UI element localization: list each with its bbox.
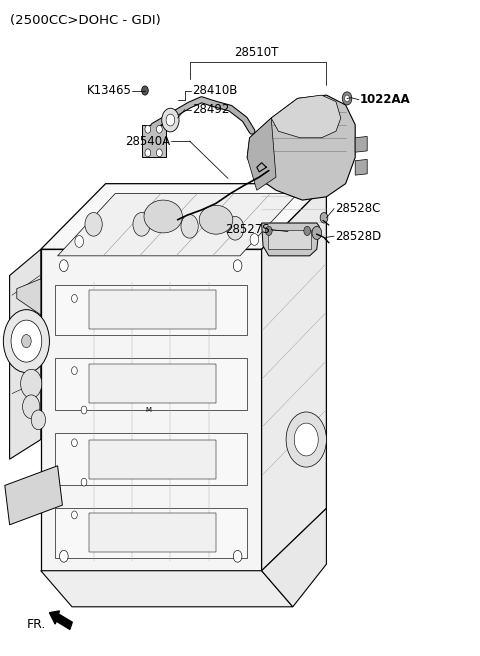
Circle shape	[60, 260, 68, 272]
Text: K13465: K13465	[87, 84, 132, 97]
Circle shape	[145, 125, 151, 133]
Text: (2500CC>DOHC - GDI): (2500CC>DOHC - GDI)	[10, 14, 160, 28]
Polygon shape	[89, 290, 216, 329]
Circle shape	[72, 295, 77, 302]
Circle shape	[72, 439, 77, 447]
Circle shape	[31, 410, 46, 430]
Circle shape	[345, 95, 349, 102]
Circle shape	[233, 550, 242, 562]
Polygon shape	[247, 118, 276, 190]
Polygon shape	[271, 95, 341, 138]
Polygon shape	[10, 249, 41, 459]
Circle shape	[81, 478, 87, 486]
Polygon shape	[17, 279, 41, 315]
Circle shape	[72, 511, 77, 519]
Circle shape	[23, 395, 40, 419]
Polygon shape	[355, 136, 367, 152]
Circle shape	[286, 412, 326, 467]
Circle shape	[156, 125, 162, 133]
FancyArrow shape	[49, 611, 72, 629]
Circle shape	[320, 213, 328, 223]
Circle shape	[250, 234, 259, 245]
Circle shape	[21, 369, 42, 398]
Circle shape	[145, 149, 151, 157]
Circle shape	[181, 215, 198, 238]
Circle shape	[3, 310, 49, 373]
Text: 28540A: 28540A	[125, 134, 170, 148]
Circle shape	[233, 260, 242, 272]
Circle shape	[22, 335, 31, 348]
Circle shape	[72, 367, 77, 375]
Polygon shape	[5, 466, 62, 525]
Polygon shape	[142, 125, 166, 157]
Circle shape	[60, 550, 68, 562]
Text: 28528D: 28528D	[335, 230, 381, 243]
Text: M: M	[146, 407, 152, 413]
Polygon shape	[262, 184, 326, 571]
Polygon shape	[41, 249, 262, 571]
Text: 28410B: 28410B	[192, 84, 238, 97]
Circle shape	[133, 213, 150, 236]
Text: FR.: FR.	[26, 618, 46, 631]
Circle shape	[312, 226, 322, 239]
Circle shape	[304, 226, 311, 236]
Circle shape	[342, 92, 352, 105]
Bar	[55, 433, 247, 485]
Circle shape	[156, 149, 162, 157]
Polygon shape	[262, 508, 326, 607]
Text: 28492: 28492	[192, 103, 229, 116]
Bar	[55, 358, 247, 410]
Polygon shape	[262, 223, 319, 256]
Bar	[268, 230, 311, 249]
Circle shape	[166, 114, 175, 126]
Bar	[55, 285, 247, 335]
Polygon shape	[247, 95, 355, 200]
Ellipse shape	[144, 200, 182, 233]
Polygon shape	[41, 571, 293, 607]
Text: 28510T: 28510T	[235, 46, 279, 59]
Text: 28527S: 28527S	[226, 223, 270, 236]
Circle shape	[75, 236, 84, 247]
Circle shape	[81, 406, 87, 414]
Circle shape	[142, 86, 148, 95]
Circle shape	[227, 216, 244, 240]
Bar	[55, 508, 247, 558]
Polygon shape	[89, 513, 216, 552]
Circle shape	[11, 320, 42, 362]
Polygon shape	[41, 184, 326, 249]
Circle shape	[85, 213, 102, 236]
Ellipse shape	[199, 205, 233, 234]
Polygon shape	[58, 194, 298, 256]
Circle shape	[294, 423, 318, 456]
Text: 28528C: 28528C	[335, 202, 381, 215]
Circle shape	[265, 226, 272, 236]
Polygon shape	[89, 364, 216, 403]
Polygon shape	[355, 159, 367, 175]
Polygon shape	[89, 440, 216, 479]
Circle shape	[162, 108, 179, 132]
Text: 1022AA: 1022AA	[360, 93, 411, 106]
